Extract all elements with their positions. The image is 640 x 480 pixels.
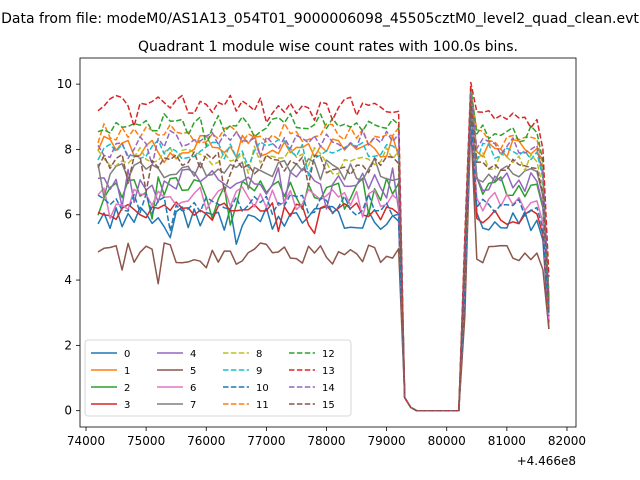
x-tick-label: 81000 bbox=[488, 434, 526, 448]
series-line-13 bbox=[97, 81, 550, 412]
x-tick-label: 74000 bbox=[67, 434, 105, 448]
legend-label-15: 15 bbox=[322, 400, 335, 411]
x-tick-label: 78000 bbox=[307, 434, 345, 448]
legend-label-3: 3 bbox=[124, 400, 130, 411]
y-tick-label: 2 bbox=[64, 338, 72, 352]
legend-label-2: 2 bbox=[124, 383, 130, 394]
series-line-10 bbox=[97, 109, 550, 412]
y-tick-label: 10 bbox=[57, 77, 72, 91]
series-line-15 bbox=[97, 99, 550, 412]
series-line-12 bbox=[97, 86, 550, 412]
series-line-3 bbox=[97, 116, 550, 412]
x-axis: 74000 75000 76000 77000 78000 79000 80000 81000… bbox=[67, 427, 586, 448]
legend-label-6: 6 bbox=[190, 383, 196, 394]
figure-suptitle: Data from file: modeM0/AS1A13_054T01_900… bbox=[1, 11, 639, 27]
series-line-5 bbox=[97, 122, 550, 412]
legend-label-10: 10 bbox=[256, 383, 269, 394]
legend-label-5: 5 bbox=[190, 366, 196, 377]
legend-label-9: 9 bbox=[256, 366, 262, 377]
series-line-14 bbox=[97, 93, 550, 412]
x-tick-label: 80000 bbox=[428, 434, 466, 448]
x-tick-label: 76000 bbox=[187, 434, 225, 448]
x-offset-label: +4.466e8 bbox=[517, 454, 576, 468]
x-tick-label: 77000 bbox=[247, 434, 285, 448]
legend-label-12: 12 bbox=[322, 349, 335, 360]
series-line-7 bbox=[97, 102, 550, 412]
x-tick-label: 79000 bbox=[368, 434, 406, 448]
legend-label-4: 4 bbox=[190, 349, 196, 360]
legend-box bbox=[84, 339, 352, 417]
legend-label-8: 8 bbox=[256, 349, 262, 360]
plot-frame bbox=[79, 57, 577, 428]
x-tick-label: 82000 bbox=[548, 434, 586, 448]
y-tick-label: 4 bbox=[64, 273, 72, 287]
chart-title: Quadrant 1 module wise count rates with … bbox=[138, 39, 518, 55]
series-line-1 bbox=[97, 89, 550, 412]
legend-label-13: 13 bbox=[322, 366, 335, 377]
y-axis: 0 2 4 6 8 10 bbox=[57, 77, 80, 418]
y-tick-label: 8 bbox=[64, 142, 72, 156]
series-layer bbox=[97, 81, 550, 412]
legend-label-1: 1 bbox=[124, 366, 130, 377]
legend-label-7: 7 bbox=[190, 400, 196, 411]
legend-label-0: 0 bbox=[124, 349, 130, 360]
series-line-9 bbox=[97, 96, 550, 412]
y-tick-label: 6 bbox=[64, 208, 72, 222]
y-tick-label: 0 bbox=[64, 404, 72, 418]
legend-label-11: 11 bbox=[256, 400, 269, 411]
x-tick-label: 75000 bbox=[127, 434, 165, 448]
legend-label-14: 14 bbox=[322, 383, 335, 394]
